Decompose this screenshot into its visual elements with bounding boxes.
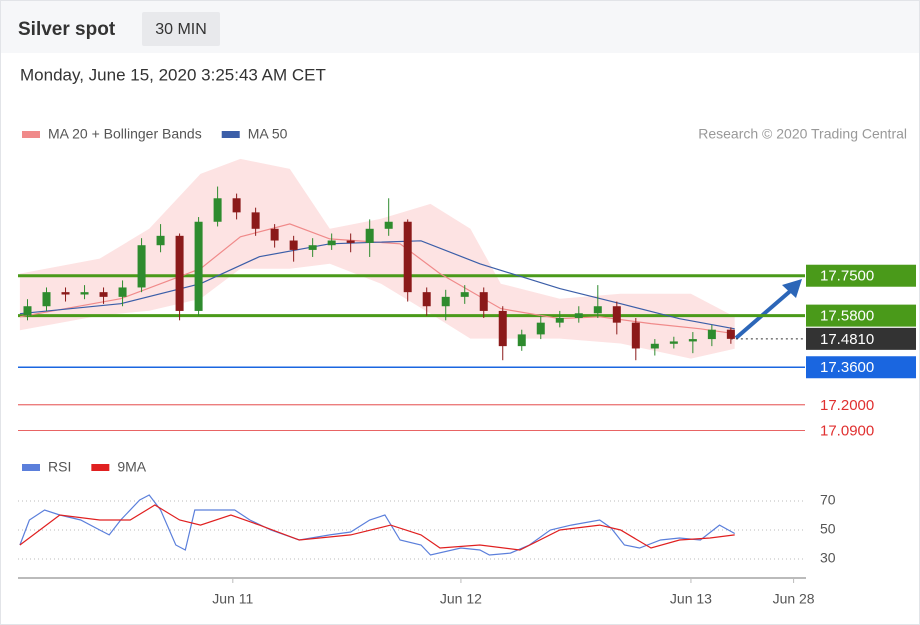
ma-line <box>19 223 735 335</box>
candle-body <box>194 221 203 311</box>
candle-body <box>517 334 526 347</box>
candle-body <box>669 341 678 344</box>
header-bar <box>1 1 919 53</box>
candle-body <box>631 322 640 349</box>
level-box <box>806 327 916 350</box>
level-label: 17.0900 <box>820 423 874 440</box>
candle-body <box>650 343 659 349</box>
candle-body <box>536 322 545 335</box>
candle-body <box>346 240 355 243</box>
rsi-tick-label: 70 <box>820 492 836 508</box>
bollinger-band <box>19 158 735 359</box>
legend-swatch <box>22 131 40 138</box>
candle-body <box>289 240 298 250</box>
level-label: 17.3600 <box>820 359 874 376</box>
candle-body <box>593 306 602 314</box>
candle-body <box>555 317 564 323</box>
candle-body <box>612 306 621 323</box>
x-tick-label: Jun 11 <box>212 591 253 607</box>
level-box <box>806 304 916 327</box>
legend-label: 9MA <box>117 459 146 475</box>
candle-body <box>384 221 393 229</box>
interval[interactable]: 30 MIN <box>155 21 207 38</box>
rsi-tick-label: 50 <box>820 521 836 537</box>
candle-body <box>42 292 51 307</box>
x-tick-label: Jun 12 <box>440 591 482 607</box>
rsi-line <box>19 504 735 551</box>
candle-body <box>99 292 108 297</box>
level-label: 17.4810 <box>820 331 874 348</box>
ma-line <box>19 240 735 330</box>
interval-box[interactable] <box>142 12 220 46</box>
candle-body <box>327 240 336 246</box>
legend-label: MA 20 + Bollinger Bands <box>48 126 202 142</box>
candle-body <box>460 292 469 297</box>
candle-body <box>422 292 431 307</box>
legend-label: MA 50 <box>248 126 288 142</box>
candle-body <box>232 198 241 213</box>
candle-body <box>441 296 450 307</box>
level-label: 17.7500 <box>820 268 874 285</box>
candle-body <box>156 235 165 246</box>
legend-swatch <box>221 131 240 138</box>
candle-body <box>403 221 412 293</box>
candle-body <box>61 292 70 295</box>
candle-body <box>308 245 317 250</box>
level-box <box>806 264 916 287</box>
chart-title: Silver spot <box>18 19 116 40</box>
source: Research © 2020 Trading Central <box>698 126 907 142</box>
candle-body <box>574 313 583 318</box>
candle-body <box>137 245 146 288</box>
x-tick-label: Jun 13 <box>670 591 712 607</box>
candle-body <box>726 329 735 339</box>
level-label: 17.5800 <box>820 308 874 325</box>
rsi-tick-label: 30 <box>820 550 836 566</box>
candle-body <box>688 339 697 342</box>
subtitle: Monday, June 15, 2020 3:25:43 AM CET <box>20 65 326 84</box>
candle-body <box>80 292 89 295</box>
candle-body <box>118 287 127 297</box>
candle-body <box>251 212 260 229</box>
legend-label: RSI <box>48 459 71 475</box>
candle-body <box>270 228 279 241</box>
forecast-arrow <box>734 285 797 340</box>
rsi-line <box>19 494 735 556</box>
candle-body <box>498 310 507 347</box>
candle-body <box>365 228 374 243</box>
candle-body <box>707 329 716 340</box>
candle-body <box>213 198 222 222</box>
level-label: 17.2000 <box>820 397 874 414</box>
x-tick-label: Jun 28 <box>773 591 815 607</box>
legend-swatch <box>22 464 40 471</box>
candle-body <box>23 306 32 316</box>
level-box <box>806 356 916 379</box>
legend-swatch <box>91 464 110 471</box>
candle-body <box>479 292 488 311</box>
candle-body <box>175 235 184 311</box>
forecast-arrowhead <box>782 279 802 298</box>
